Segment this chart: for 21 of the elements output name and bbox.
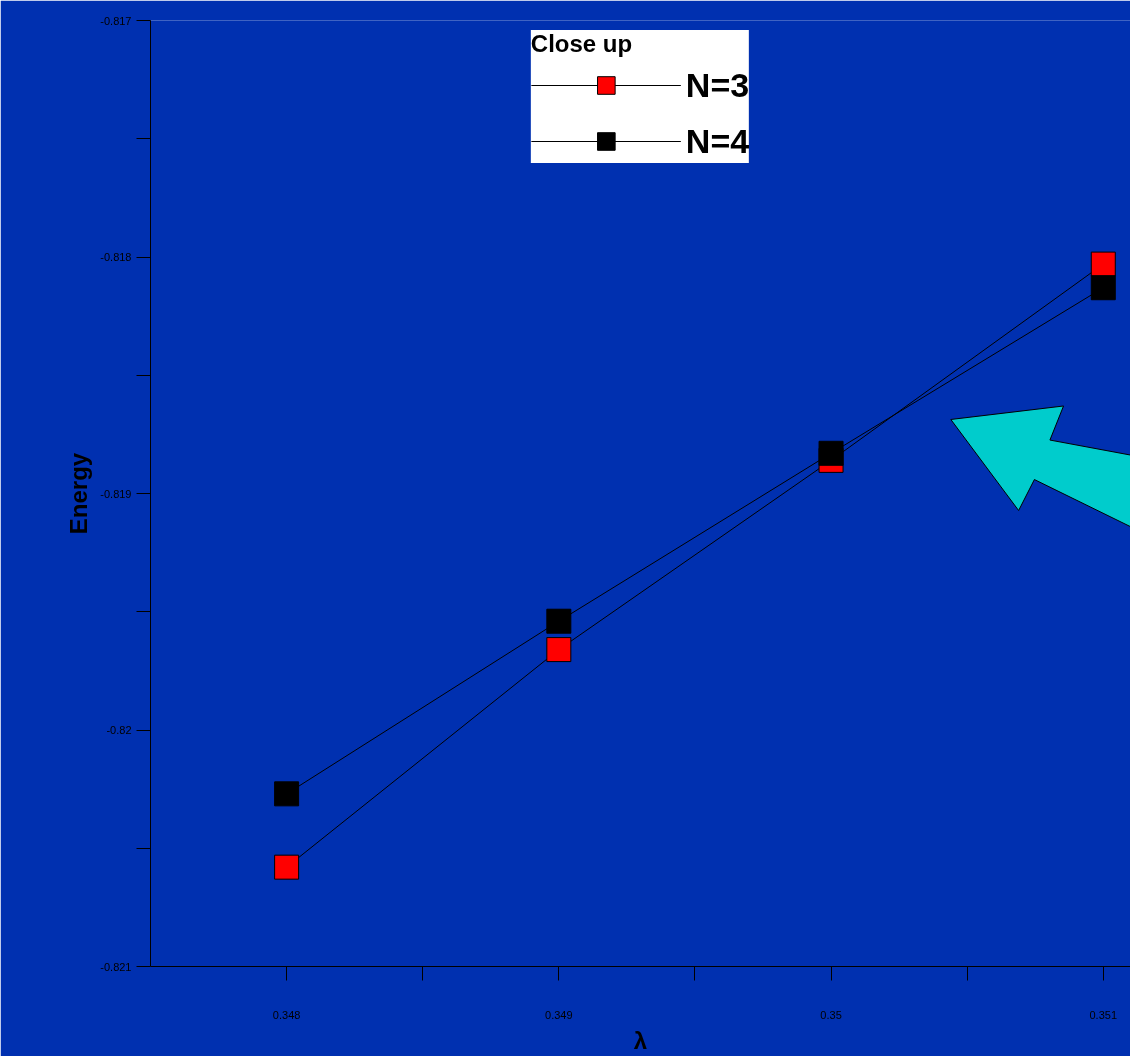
y-tick-label: -0.821 bbox=[100, 960, 132, 973]
legend-label: N=4 bbox=[685, 120, 750, 162]
point bbox=[546, 608, 572, 634]
x-tick-label: 0.351 bbox=[1089, 1008, 1118, 1021]
point bbox=[818, 440, 844, 466]
x-tick-label: 0.35 bbox=[820, 1008, 842, 1021]
x-tick-label: 0.348 bbox=[272, 1008, 301, 1021]
x-axis-title: λ bbox=[633, 1026, 648, 1054]
legend-title: Close up bbox=[530, 30, 634, 58]
y-tick-label: -0.819 bbox=[100, 487, 132, 500]
point bbox=[1090, 275, 1116, 301]
legend-label: N=3 bbox=[685, 64, 750, 106]
y-tick-label: -0.82 bbox=[106, 724, 132, 736]
y-tick-label: -0.817 bbox=[100, 14, 132, 27]
point bbox=[546, 637, 572, 663]
point bbox=[274, 854, 300, 880]
x-tick-label: 0.349 bbox=[545, 1008, 573, 1021]
y-tick-label: -0.818 bbox=[100, 251, 132, 263]
point bbox=[274, 781, 300, 807]
y-axis-title: Energy bbox=[65, 452, 93, 535]
point bbox=[1090, 251, 1116, 277]
